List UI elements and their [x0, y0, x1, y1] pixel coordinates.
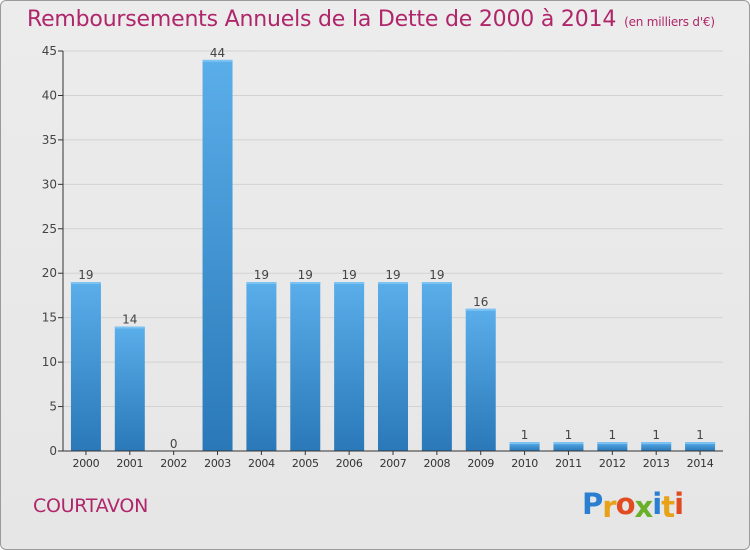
bar-2003: [202, 59, 233, 452]
axes: [58, 50, 723, 455]
bar-top-2007: [378, 282, 408, 285]
bar-2012: [597, 442, 628, 451]
y-tick-label: 25: [42, 222, 57, 236]
bar-top-2009: [465, 308, 496, 311]
data-label: 19: [385, 268, 400, 282]
labels: 0 5 10 15 20 25 30 35 40 45 2000 19 2001 14 2002 0 2003 4…: [42, 44, 714, 470]
data-label: 14: [122, 313, 137, 327]
bar-top-2001: [114, 326, 145, 329]
data-label: 16: [473, 295, 488, 309]
x-tick-label: 2008: [423, 457, 450, 470]
bar-top-2011: [553, 442, 584, 445]
data-label: 1: [696, 428, 704, 442]
x-tick-label: 2005: [292, 457, 319, 470]
y-tick-label: 40: [42, 88, 57, 102]
data-label: 1: [521, 428, 529, 442]
y-tick-label: 0: [49, 444, 57, 458]
x-tick-label: 2014: [687, 457, 714, 470]
data-label: 1: [609, 428, 617, 442]
title-unit: (en milliers d'€): [624, 15, 715, 29]
x-tick-label: 2007: [380, 457, 407, 470]
y-tick-label: 30: [42, 177, 57, 191]
data-label: 19: [298, 268, 313, 282]
y-tick-label: 10: [42, 355, 57, 369]
x-tick-label: 2010: [511, 457, 538, 470]
bar-top-2006: [334, 282, 365, 285]
data-label: 44: [210, 46, 225, 60]
x-tick-label: 2012: [599, 457, 626, 470]
x-tick-label: 2013: [643, 457, 670, 470]
y-tick-label: 35: [42, 133, 57, 147]
logo-letter: x: [634, 490, 654, 524]
bar-top-2008: [421, 282, 452, 285]
y-tick-label: 15: [42, 311, 57, 325]
logo-letter: r: [602, 490, 616, 524]
bar-2007: [378, 282, 408, 451]
logo-letter: t: [661, 490, 675, 524]
y-tick-label: 20: [42, 266, 57, 280]
bar-top-2010: [509, 442, 540, 445]
x-tick-label: 2003: [204, 457, 231, 470]
data-label: 1: [652, 428, 660, 442]
x-tick-label: 2000: [73, 457, 100, 470]
data-label: 19: [78, 268, 93, 282]
bar-2001: [114, 326, 145, 451]
commune-name: COURTAVON: [33, 495, 148, 517]
bar-2011: [553, 442, 584, 451]
bar-top-2014: [685, 442, 716, 445]
x-tick-label: 2011: [555, 457, 582, 470]
data-label: 0: [170, 437, 178, 451]
bar-top-2000: [70, 282, 101, 285]
logo-letter: i: [674, 487, 684, 521]
bar-2008: [421, 282, 452, 451]
title-text: Remboursements Annuels de la Dette de 20…: [27, 7, 617, 32]
x-tick-label: 2009: [467, 457, 494, 470]
y-tick-label: 5: [49, 400, 57, 414]
bar-top-2013: [641, 442, 672, 445]
logo-letter: o: [615, 487, 636, 521]
data-label: 19: [341, 268, 356, 282]
data-label: 1: [565, 428, 573, 442]
y-tick-label: 45: [42, 44, 57, 58]
bar-2013: [641, 442, 672, 451]
bar-top-2004: [246, 282, 277, 285]
bar-2000: [70, 282, 101, 451]
x-tick-label: 2006: [336, 457, 363, 470]
data-label: 19: [429, 268, 444, 282]
bar-top-2012: [597, 442, 628, 445]
bar-2009: [465, 308, 496, 451]
bar-2006: [334, 282, 365, 451]
x-tick-label: 2001: [116, 457, 143, 470]
data-label: 19: [254, 268, 269, 282]
proxiti-logo: Proxiti: [582, 487, 684, 524]
bar-top-2003: [202, 59, 233, 62]
bar-2005: [290, 282, 321, 451]
bar-2010: [509, 442, 540, 451]
logo-letter: P: [582, 487, 603, 521]
x-tick-label: 2002: [160, 457, 187, 470]
bar-2014: [685, 442, 716, 451]
bar-2004: [246, 282, 277, 451]
chart-title: Remboursements Annuels de la Dette de 20…: [27, 7, 715, 32]
logo-letter: i: [652, 487, 662, 521]
bars: [70, 59, 716, 452]
bar-top-2005: [290, 282, 321, 285]
x-tick-label: 2004: [248, 457, 275, 470]
